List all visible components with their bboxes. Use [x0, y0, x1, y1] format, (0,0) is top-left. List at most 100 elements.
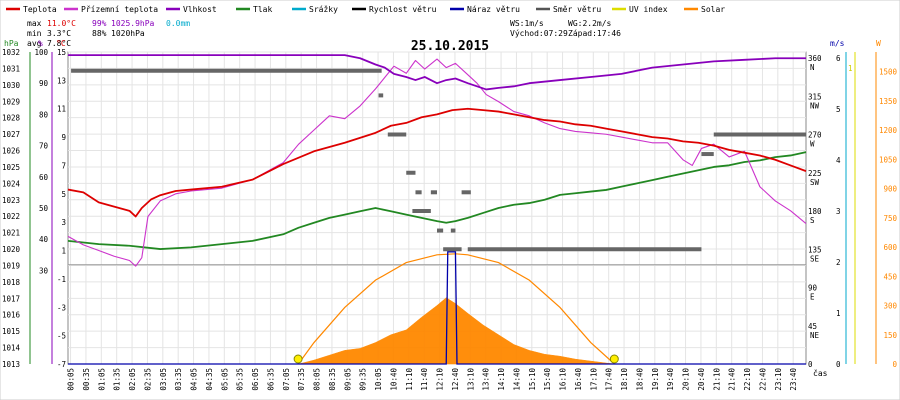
- tick-x: 06:35: [266, 368, 275, 391]
- legend-label-vlhkost: Vlhkost: [183, 5, 217, 14]
- tick-hpa: 1016: [2, 311, 21, 320]
- stats-ws: WS:1m/s: [510, 19, 544, 28]
- series-tlak: [67, 151, 807, 250]
- tick-celsius: 15: [57, 48, 66, 57]
- tick-hpa: 1023: [2, 196, 20, 205]
- series-teplota: [67, 107, 807, 218]
- tick-hpa: 1014: [2, 344, 21, 353]
- stats-min-hum: 88%: [92, 29, 107, 38]
- tick-hpa: 1017: [2, 294, 20, 303]
- tick-direction-label: N: [810, 63, 815, 72]
- tick-solar: 900: [883, 185, 897, 194]
- tick-celsius: -5: [57, 332, 66, 341]
- tick-x: 09:35: [359, 368, 368, 391]
- stats-sunset: Západ:17:46: [568, 29, 621, 38]
- stats-wg: WG:2.2m/s: [568, 19, 612, 28]
- legend-label-teplota: Teplota: [23, 5, 57, 14]
- stats-panel: max 11.0°C 99% 1025.9hPa 0.0mm min 3.3°C…: [27, 19, 621, 48]
- tick-direction: 0: [808, 360, 813, 369]
- tick-solar: 1200: [879, 126, 898, 135]
- tick-x: 21:40: [728, 368, 737, 391]
- legend: Teplota Přízemní teplota Vlhkost Tlak Srážky…: [6, 5, 725, 14]
- stats-min-temp: 3.3°C: [47, 29, 71, 38]
- legend-label-rychlost: Rychlost větru: [369, 5, 437, 14]
- tick-x: 11:10: [405, 368, 414, 391]
- tick-x: 12:10: [436, 368, 445, 391]
- tick-x: 20:10: [682, 368, 691, 391]
- tick-direction-label: W: [810, 140, 815, 149]
- solar-unit-label: W: [876, 39, 881, 48]
- tick-solar: 150: [883, 331, 897, 340]
- tick-x: 14:10: [497, 368, 506, 391]
- tick-pct: 50: [39, 204, 49, 213]
- tick-x: 18:40: [635, 368, 644, 391]
- tick-x: 19:10: [651, 368, 660, 391]
- tick-x: 01:35: [113, 368, 122, 391]
- stats-max-label: max: [27, 19, 42, 28]
- tick-x: 10:05: [374, 368, 383, 391]
- tick-celsius: 5: [61, 190, 66, 199]
- tick-pct: 70: [39, 142, 49, 151]
- tick-pct: 30: [39, 266, 49, 275]
- tick-hpa: 1031: [2, 64, 20, 73]
- legend-label-uv: UV index: [629, 5, 668, 14]
- tick-uv: 1: [848, 64, 853, 73]
- tick-x: 03:35: [174, 368, 183, 391]
- stats-max-hum: 99%: [92, 19, 107, 28]
- tick-direction-label: E: [810, 293, 815, 302]
- sun-marker-1: [609, 354, 619, 364]
- tick-direction: 315: [808, 92, 822, 101]
- tick-x: 22:10: [743, 368, 752, 391]
- tick-x: 07:05: [282, 368, 291, 391]
- tick-x: 10:40: [389, 368, 398, 391]
- tick-pct: 100: [34, 48, 48, 57]
- tick-hpa: 1024: [2, 179, 21, 188]
- tick-x: 00:05: [67, 368, 76, 391]
- tick-pct: 80: [39, 110, 49, 119]
- plot-area: [67, 51, 807, 365]
- tick-pct: 90: [39, 79, 49, 88]
- stats-min-press: 1020hPa: [111, 29, 145, 38]
- tick-solar: 0: [892, 360, 897, 369]
- tick-ms: 0: [836, 360, 841, 369]
- tick-solar: 750: [883, 214, 897, 223]
- tick-solar: 450: [883, 272, 897, 281]
- tick-x: 01:05: [97, 368, 106, 391]
- tick-x: 04:05: [190, 368, 199, 391]
- tick-x: 00:35: [82, 368, 91, 391]
- tick-solar: 600: [883, 243, 897, 252]
- tick-celsius: 13: [57, 76, 66, 85]
- legend-label-solar: Solar: [701, 5, 725, 14]
- tick-ms: 2: [836, 258, 841, 267]
- celsius-unit-label: °C: [56, 39, 66, 48]
- tick-x: 07:35: [297, 368, 306, 391]
- chart-title: 25.10.2015: [411, 39, 489, 54]
- tick-direction-label: SE: [810, 254, 820, 263]
- tick-x: 04:35: [205, 368, 214, 391]
- tick-direction-label: S: [810, 216, 815, 225]
- tick-hpa: 1027: [2, 130, 20, 139]
- tick-hpa: 1020: [2, 245, 21, 254]
- stats-max-press: 1025.9hPa: [111, 19, 155, 28]
- tick-x: 22:40: [758, 368, 767, 391]
- tick-pct: 60: [39, 173, 49, 182]
- hpa-unit-label: hPa: [4, 39, 19, 48]
- tick-hpa: 1021: [2, 229, 20, 238]
- tick-celsius: 3: [61, 218, 66, 227]
- tick-x: 17:40: [605, 368, 614, 391]
- tick-ms: 3: [836, 207, 841, 216]
- tick-x: 19:40: [666, 368, 675, 391]
- tick-ms: 4: [836, 156, 841, 165]
- tick-celsius: -7: [57, 360, 66, 369]
- legend-label-tlak: Tlak: [253, 5, 272, 14]
- tick-x: 23:10: [774, 368, 783, 391]
- x-unit-label: čas: [813, 368, 828, 378]
- series-prizemni: [67, 58, 807, 267]
- tick-direction: 135: [808, 245, 822, 254]
- tick-hpa: 1030: [2, 81, 21, 90]
- stats-avg-temp: 7.8°C: [47, 39, 71, 48]
- legend-label-smer: Směr větru: [553, 5, 601, 14]
- tick-x: 15:10: [528, 368, 537, 391]
- tick-x: 15:40: [543, 368, 552, 391]
- tick-hpa: 1019: [2, 261, 20, 270]
